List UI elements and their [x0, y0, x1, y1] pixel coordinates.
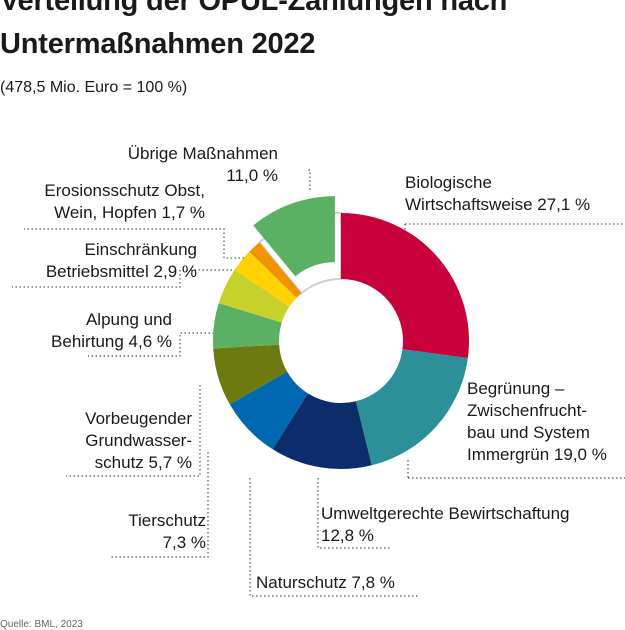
slice-naturschutz [229, 371, 308, 450]
label-betriebsmittel: Einschränkung Betriebsmittel 2,9 % [45, 240, 197, 281]
slice-alpung [218, 269, 290, 323]
chart-subtitle: (478,5 Mio. Euro = 100 %) [0, 79, 188, 96]
chart-title-line-1: Verteilung der ÖPUL-Zahlungen nach [0, 0, 508, 17]
slice-grundwasser [213, 303, 282, 349]
leader-grundwasser [66, 385, 201, 477]
donut-slices [213, 196, 470, 470]
leader-begruenung [407, 460, 625, 479]
label-tierschutz: Tierschutz 7,3 % [128, 511, 206, 552]
leader-betriebsmittel [12, 269, 236, 288]
slice-tierschutz [213, 344, 288, 405]
leader-alpung [88, 332, 214, 357]
leader-biologische [404, 223, 625, 238]
label-biologische: Biologische Wirtschaftsweise 27,1 % [405, 173, 591, 214]
label-erosion: Erosionsschutz Obst, Wein, Hopfen 1,7 % [44, 181, 205, 222]
label-naturschutz: Naturschutz 7,8 % [256, 573, 395, 592]
leader-erosion [24, 228, 252, 259]
label-uebrige: Übrige Maßnahmen 11,0 % [127, 144, 278, 185]
slice-erosion [249, 242, 302, 298]
label-begruenung: Begrünung – Zwischenfrucht- bau und Syste… [467, 379, 607, 464]
label-alpung: Alpung und Behirtung 4,6 % [51, 310, 172, 351]
label-grundwasser: Vorbeugender Grundwasser- schutz 5,7 % [85, 409, 192, 472]
slice-begruenung [355, 349, 468, 466]
label-umweltgerecht: Umweltgerechte Bewirtschaftung 12,8 % [321, 504, 570, 545]
slice-umweltgerecht [272, 393, 372, 470]
leader-tierschutz [110, 452, 209, 558]
leader-lines [12, 169, 625, 597]
leader-uebrige [308, 169, 311, 190]
slice-biologische [341, 213, 470, 359]
chart-title-line-2: Untermaßnahmen 2022 [0, 28, 316, 60]
slice-uebrige [253, 196, 335, 277]
slice-betriebsmittel [234, 251, 297, 307]
